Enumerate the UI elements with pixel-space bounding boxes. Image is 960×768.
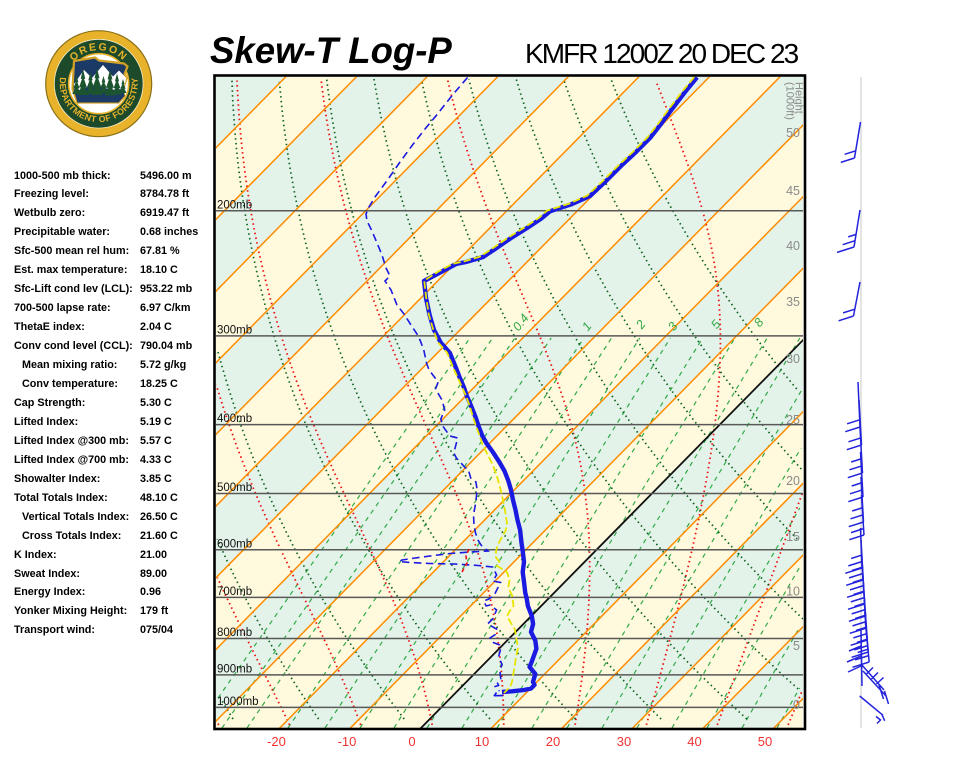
svg-text:10: 10 (475, 734, 489, 749)
svg-text:-20: -20 (267, 734, 286, 749)
svg-text:40: 40 (786, 239, 800, 253)
svg-text:50: 50 (758, 734, 772, 749)
svg-text:35: 35 (786, 295, 800, 309)
svg-text:600mb: 600mb (217, 538, 252, 550)
svg-text:30: 30 (786, 352, 800, 366)
svg-text:300mb: 300mb (217, 324, 252, 336)
svg-text:500mb: 500mb (217, 482, 252, 494)
svg-text:15: 15 (786, 530, 800, 544)
svg-text:45: 45 (786, 184, 800, 198)
svg-text:1000mb: 1000mb (217, 696, 259, 708)
svg-text:-30: -30 (196, 734, 215, 749)
svg-text:700mb: 700mb (217, 586, 252, 598)
svg-text:10: 10 (786, 585, 800, 599)
svg-text:0: 0 (793, 698, 800, 712)
svg-text:Height: Height (793, 82, 805, 114)
svg-text:25: 25 (786, 413, 800, 427)
svg-text:20: 20 (546, 734, 560, 749)
svg-text:30: 30 (617, 734, 631, 749)
svg-text:200mb: 200mb (217, 199, 252, 211)
svg-text:900mb: 900mb (217, 663, 252, 675)
svg-text:20: 20 (786, 474, 800, 488)
svg-text:0: 0 (408, 734, 415, 749)
svg-text:5: 5 (793, 639, 800, 653)
svg-text:400mb: 400mb (217, 413, 252, 425)
svg-text:40: 40 (687, 734, 701, 749)
svg-text:(1000ft): (1000ft) (784, 82, 796, 120)
svg-text:-10: -10 (338, 734, 357, 749)
svg-text:800mb: 800mb (217, 627, 252, 639)
svg-text:50: 50 (786, 126, 800, 140)
